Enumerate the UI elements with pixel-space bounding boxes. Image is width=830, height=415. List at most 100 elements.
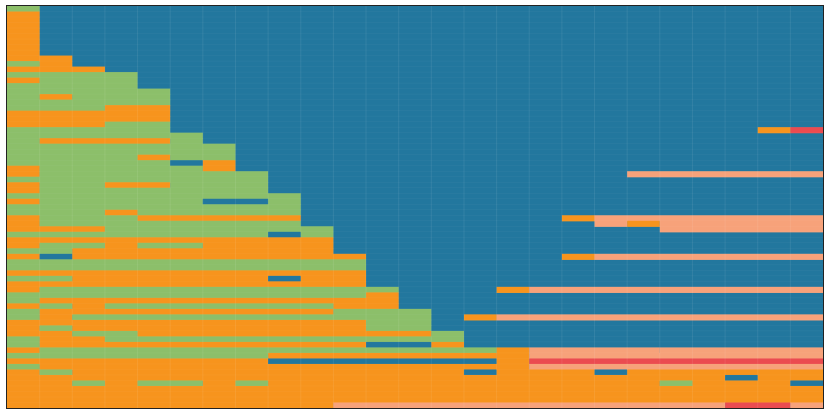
plot-frame	[6, 5, 824, 409]
heatmap-cell-green	[170, 138, 203, 145]
heatmap-cell-orange	[39, 314, 73, 321]
heatmap-cell-blue	[268, 231, 301, 238]
heatmap-cell-green	[7, 204, 301, 211]
heatmap-cell-orange	[7, 325, 40, 332]
heatmap-cell-green	[39, 187, 269, 194]
heatmap-cell-orange	[496, 347, 530, 354]
heatmap-cell-salmon	[529, 286, 823, 293]
heatmap-cell-green	[7, 341, 40, 349]
heatmap-cell-green	[7, 363, 40, 371]
heatmap-cell-red	[725, 402, 791, 409]
heatmap-cell-green	[39, 220, 301, 227]
heatmap-cell-orange	[7, 242, 40, 249]
heatmap-cell-blue	[170, 160, 203, 167]
heatmap-cell-green	[104, 303, 334, 310]
heatmap-cell-salmon	[659, 347, 823, 354]
heatmap-cells	[7, 6, 823, 409]
heatmap-cell-blue	[39, 253, 73, 260]
heatmap-cell-orange	[496, 286, 530, 293]
heatmap-cell-green	[137, 380, 203, 387]
heatmap-cell-orange	[268, 352, 497, 360]
heatmap-cell-green	[72, 380, 105, 387]
heatmap-cell-red	[529, 358, 823, 365]
heatmap-cell-orange	[7, 226, 105, 233]
heatmap-cell-green	[7, 6, 40, 13]
heatmap-cell-orange	[692, 380, 791, 387]
heatmap-grid	[7, 6, 823, 408]
heatmap-cell-orange	[7, 303, 40, 310]
heatmap-cell-green	[659, 380, 693, 387]
heatmap-cell-salmon	[529, 363, 823, 371]
heatmap-cell-orange	[757, 374, 823, 382]
heatmap-cell-orange	[7, 116, 171, 123]
heatmap-cell-orange	[7, 55, 73, 62]
heatmap-cell-orange	[39, 341, 367, 349]
heatmap-cell-orange	[104, 209, 138, 216]
heatmap-cell-green	[39, 325, 73, 332]
heatmap-cell-orange	[7, 402, 334, 409]
heatmap-cell-salmon	[496, 314, 823, 321]
heatmap-cell-blue	[463, 369, 497, 376]
heatmap-cell-salmon	[594, 215, 823, 222]
heatmap-cell-salmon	[594, 253, 823, 260]
heatmap-cell-green	[7, 143, 236, 150]
heatmap-cell-orange	[7, 347, 40, 354]
heatmap-cell-orange	[7, 165, 40, 172]
heatmap-cell-orange	[7, 66, 105, 73]
heatmap-cell-green	[39, 198, 203, 205]
heatmap-cell-blue	[366, 341, 432, 349]
heatmap-cell-orange	[431, 341, 464, 349]
heatmap-cell-green	[7, 264, 367, 271]
heatmap-cell-orange	[7, 22, 40, 29]
heatmap-cell-green	[268, 198, 301, 205]
heatmap-cell-orange	[39, 138, 171, 145]
heatmap-cell-green	[366, 325, 432, 332]
heatmap-cell-green	[137, 209, 301, 216]
heatmap-cell-orange	[7, 11, 40, 18]
heatmap-cell-orange	[300, 275, 367, 282]
heatmap-cell-green	[300, 231, 334, 238]
heatmap-cell-blue	[725, 374, 758, 382]
heatmap-cell-red	[790, 127, 823, 134]
heatmap-cell-orange	[7, 270, 367, 277]
heatmap-cell-orange	[7, 358, 269, 365]
heatmap-cell-blue	[790, 380, 823, 387]
heatmap-cell-orange	[366, 292, 399, 299]
heatmap-cell-green	[7, 209, 105, 216]
heatmap-cell-orange	[137, 330, 432, 338]
heatmap-cell-orange	[137, 215, 301, 222]
heatmap-cell-orange	[39, 363, 530, 371]
heatmap-cell-salmon	[333, 402, 726, 409]
heatmap-cell-green	[333, 308, 432, 315]
heatmap-cell-salmon	[627, 171, 823, 178]
heatmap-cell-salmon	[529, 352, 823, 360]
heatmap-cell-orange	[104, 105, 171, 112]
heatmap-cell-green	[39, 165, 203, 172]
heatmap-cell-salmon	[594, 220, 628, 227]
heatmap-cell-salmon	[529, 347, 660, 354]
heatmap-cell-green	[7, 99, 171, 106]
heatmap-cell-green	[39, 77, 138, 84]
heatmap-cell-orange	[202, 165, 236, 172]
heatmap-cell-green	[7, 336, 40, 343]
heatmap-cell-orange	[7, 330, 73, 338]
heatmap-cell-orange	[7, 380, 73, 387]
heatmap-cell-green	[7, 193, 301, 200]
heatmap-cell-green	[7, 72, 138, 79]
heatmap-cell-orange	[104, 242, 138, 249]
heatmap-cell-blue	[202, 198, 269, 205]
heatmap-cell-green	[7, 88, 171, 95]
heatmap-cell-orange	[7, 110, 171, 117]
heatmap-cell-green	[7, 352, 269, 360]
heatmap-cell-green	[7, 132, 203, 139]
heatmap-cell-orange	[496, 352, 530, 360]
heatmap-cell-orange	[39, 308, 334, 315]
heatmap-cell-green	[7, 231, 269, 238]
heatmap-cell-orange	[7, 286, 40, 293]
heatmap-cell-orange	[7, 319, 367, 326]
heatmap-cell-orange	[268, 380, 660, 387]
heatmap-cell-orange	[333, 303, 399, 310]
heatmap-cell-salmon	[790, 402, 823, 409]
